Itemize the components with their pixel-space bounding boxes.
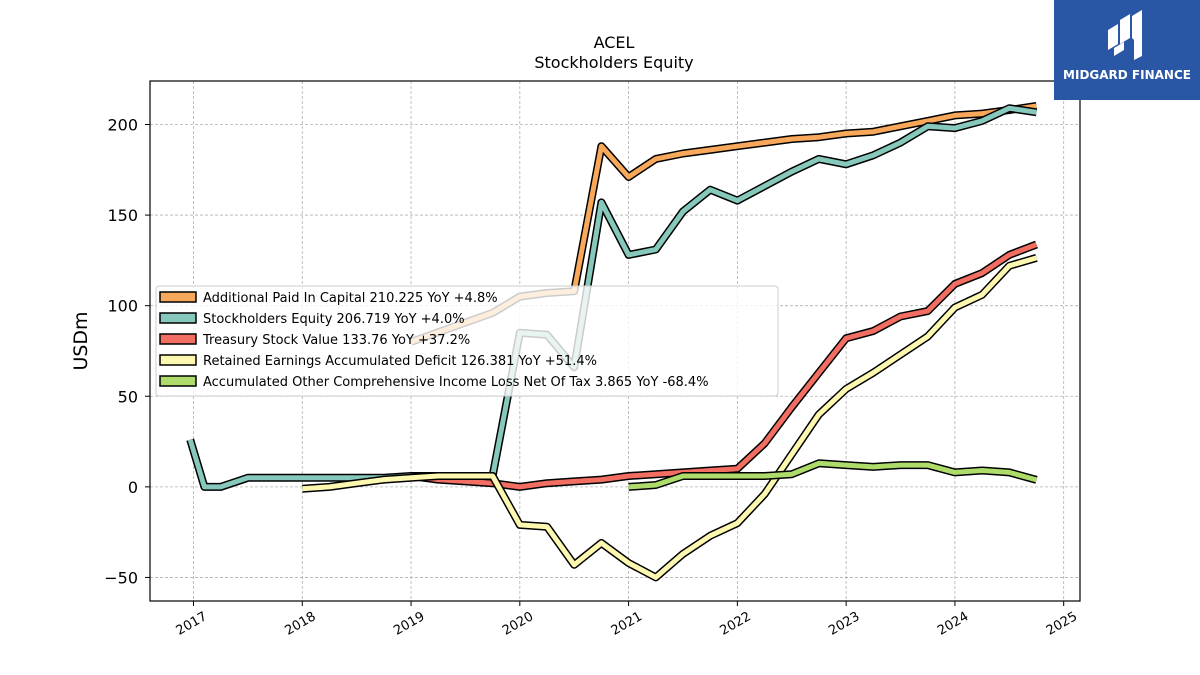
y-tick-label: 150	[107, 206, 138, 225]
chart-title: ACEL	[594, 33, 635, 52]
chart-subtitle: Stockholders Equity	[534, 53, 693, 72]
legend-box	[155, 285, 779, 397]
x-tick-label: 2018	[282, 609, 318, 639]
midgard-finance-logo: MIDGARD FINANCE	[1054, 0, 1200, 100]
legend-label: Accumulated Other Comprehensive Income L…	[203, 375, 709, 390]
legend-swatch	[159, 354, 197, 366]
x-tick-label: 2017	[174, 609, 210, 639]
x-tick-label: 2022	[718, 609, 754, 639]
legend-label: Stockholders Equity 206.719 YoY +4.0%	[203, 312, 465, 327]
y-axis-label: USDm	[70, 311, 92, 370]
y-tick-label: 200	[107, 115, 138, 134]
y-tick-label: 0	[128, 478, 138, 497]
x-tick-label: 2019	[391, 609, 427, 639]
logo-mark-icon	[1108, 10, 1142, 60]
series-line	[187, 105, 1037, 490]
legend: Additional Paid In Capital 210.225 YoY +…	[155, 285, 779, 397]
x-tick-label: 2020	[500, 609, 536, 639]
legend-swatch	[159, 291, 197, 303]
x-tick-label: 2021	[609, 609, 645, 639]
series-line	[302, 255, 1038, 580]
x-tick-label: 2023	[826, 609, 862, 639]
logo-text: MIDGARD FINANCE	[1063, 68, 1191, 82]
y-tick-label: 50	[118, 387, 138, 406]
legend-swatch	[159, 375, 197, 387]
plot-frame	[149, 80, 1081, 602]
legend-label: Treasury Stock Value 133.76 YoY +37.2%	[202, 333, 470, 348]
x-tick-label: 2025	[1044, 609, 1080, 639]
legend-swatch	[159, 333, 197, 345]
series-lines	[186, 102, 1038, 582]
legend-label: Retained Earnings Accumulated Deficit 12…	[203, 354, 597, 369]
y-tick-label: −50	[104, 568, 138, 587]
legend-label: Additional Paid In Capital 210.225 YoY +…	[203, 291, 498, 306]
x-tick-label: 2024	[935, 609, 971, 639]
series-line	[410, 242, 1038, 490]
series-line	[628, 460, 1038, 490]
legend-swatch	[159, 312, 197, 324]
y-tick-label: 100	[107, 297, 138, 316]
